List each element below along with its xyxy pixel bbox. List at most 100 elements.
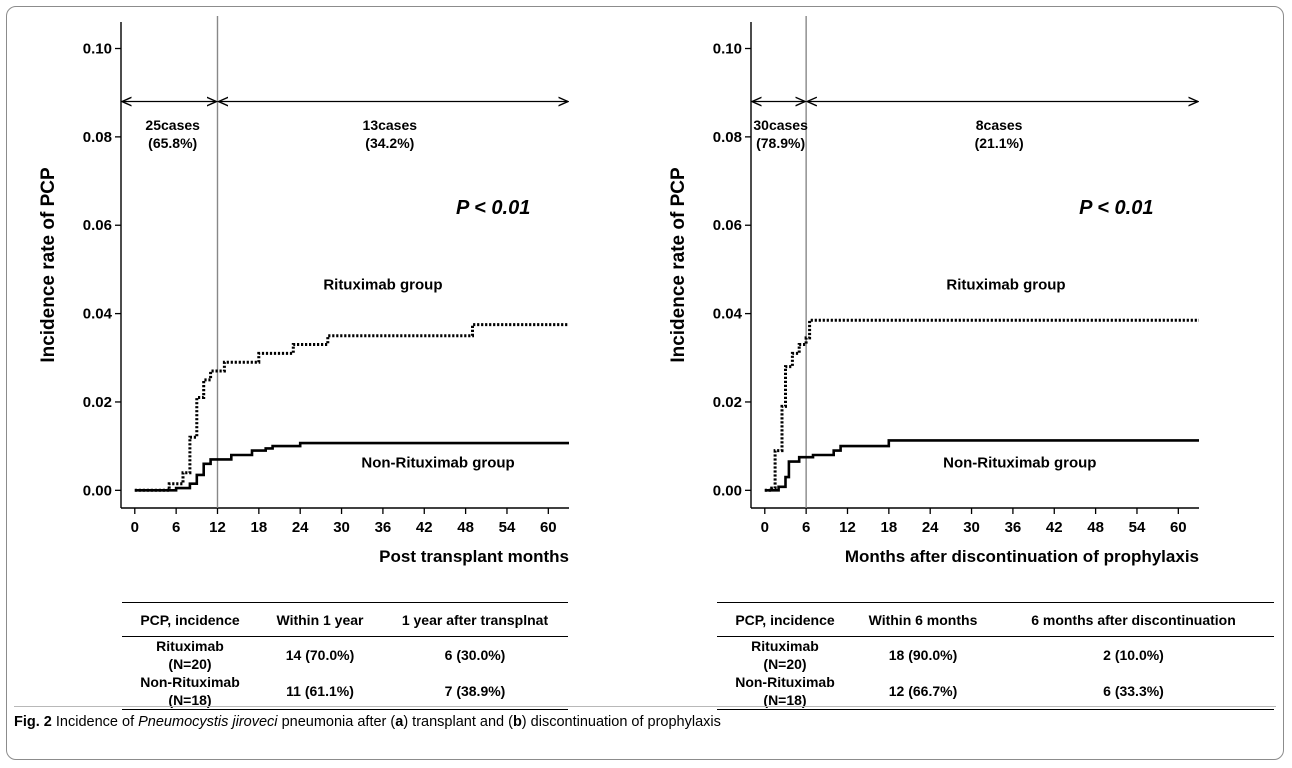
row-label-line1: Rituximab (156, 638, 224, 654)
caption-italic-term: Pneumocystis jiroveci (138, 714, 278, 730)
table-cell: 18 (90.0%) (888, 647, 958, 663)
caption-fig-label: Fig. 2 (14, 714, 52, 730)
x-tick-label: 0 (761, 519, 769, 536)
y-tick-label: 0.06 (83, 217, 112, 234)
left-pct-label: (65.8%) (148, 135, 197, 151)
right-pct-label: (34.2%) (365, 135, 414, 151)
left-cases-label: 25cases (145, 117, 200, 133)
x-tick-label: 48 (1087, 519, 1104, 536)
table-row: Rituximab (N=20) 14 (70.0%) 6 (30.0%) (122, 637, 568, 674)
x-tick-label: 54 (1129, 519, 1146, 536)
rituximab-group-label: Rituximab group (946, 276, 1065, 293)
right-cases-label: 8cases (976, 117, 1023, 133)
chart-b: 0.00 0.02 0.04 0.06 0.08 0.10 0 6 12 18 24 30 36 42 48… (668, 16, 1276, 566)
caption-text: pneumonia after ( (277, 714, 396, 730)
non-rituximab-group-label: Non-Rituximab group (943, 454, 1096, 471)
row-label-line2: (N=20) (763, 656, 807, 672)
y-axis-label: Incidence rate of PCP (38, 167, 59, 363)
x-tick-label: 42 (1046, 519, 1063, 536)
table-header-cell: PCP, incidence (140, 611, 240, 628)
row-label: Rituximab (N=20) (717, 637, 853, 674)
x-tick-label: 48 (457, 519, 474, 536)
y-tick-label: 0.10 (713, 41, 742, 58)
table-cell: 11 (61.1%) (286, 683, 354, 699)
non-rituximab-group-label: Non-Rituximab group (361, 454, 514, 471)
rituximab-group-label: Rituximab group (323, 276, 442, 293)
row-label-line1: Non-Rituximab (140, 674, 240, 690)
p-value-label: P < 0.01 (456, 197, 530, 219)
table-header-row: PCP, incidence Within 1 year 1 year afte… (122, 602, 568, 637)
row-label: Non-Rituximab (N=18) (122, 673, 258, 710)
table-cell: 7 (38.9%) (444, 683, 506, 699)
x-tick-label: 42 (416, 519, 433, 536)
left-cases-label: 30cases (753, 117, 808, 133)
x-tick-label: 18 (881, 519, 898, 536)
series-line-rituximab (764, 318, 1199, 492)
table-header-row: PCP, incidence Within 6 months 6 months … (717, 602, 1274, 637)
x-tick-label: 60 (540, 519, 557, 536)
x-tick-label: 36 (1005, 519, 1022, 536)
x-tick-label: 12 (209, 519, 226, 536)
caption-panel-b: b (512, 714, 522, 730)
row-label-line2: (N=20) (168, 656, 212, 672)
y-tick-label: 0.08 (83, 129, 112, 146)
y-tick-label: 0.04 (83, 306, 113, 323)
table-a: PCP, incidence Within 1 year 1 year afte… (122, 602, 568, 710)
x-tick-label: 6 (172, 519, 180, 536)
table-cell: 6 (33.3%) (1103, 683, 1164, 699)
table-cell: 2 (10.0%) (1103, 647, 1164, 663)
row-label-line2: (N=18) (168, 692, 212, 708)
x-tick-label: 54 (499, 519, 516, 536)
table-row: Non-Rituximab (N=18) 11 (61.1%) 7 (38.9%) (122, 673, 568, 710)
y-tick-label: 0.04 (713, 306, 743, 323)
x-tick-label: 18 (251, 519, 268, 536)
table-cell: 12 (66.7%) (888, 683, 958, 699)
table-header-cell: 1 year after transplnat (401, 611, 549, 628)
x-tick-label: 0 (131, 519, 139, 536)
row-label-line1: Rituximab (751, 638, 819, 654)
series-line-rituximab (134, 323, 569, 492)
x-tick-label: 60 (1170, 519, 1187, 536)
table-cell: 6 (30.0%) (444, 647, 506, 663)
x-tick-label: 36 (375, 519, 392, 536)
x-tick-label: 30 (963, 519, 980, 536)
caption-panel-a: a (395, 714, 404, 730)
row-label-line1: Non-Rituximab (735, 674, 835, 690)
caption-text: ) transplant and ( (403, 714, 513, 730)
right-pct-label: (21.1%) (975, 135, 1024, 151)
table-header-cell: PCP, incidence (735, 611, 835, 628)
y-tick-label: 0.02 (713, 394, 742, 411)
table-row: Rituximab (N=20) 18 (90.0%) 2 (10.0%) (717, 637, 1274, 674)
table-header-cell: 6 months after discontinuation (1031, 611, 1236, 628)
chart-a: 0.00 0.02 0.04 0.06 0.08 0.10 0 6 12 18 24 30 36 42 48… (38, 16, 646, 566)
table-cell: 14 (70.0%) (285, 647, 355, 663)
y-tick-label: 0.06 (713, 217, 742, 234)
row-label-line2: (N=18) (763, 692, 807, 708)
figure-caption: Fig. 2 Incidence of Pneumocystis jirovec… (14, 706, 1276, 730)
left-pct-label: (78.9%) (756, 135, 805, 151)
y-tick-label: 0.00 (713, 482, 742, 499)
p-value-label: P < 0.01 (1079, 197, 1153, 219)
x-tick-label: 24 (922, 519, 939, 536)
figure-frame (6, 6, 1284, 760)
series-line-non-rituximab (764, 439, 1199, 492)
table-b: PCP, incidence Within 6 months 6 months … (717, 602, 1274, 710)
x-tick-label: 24 (292, 519, 309, 536)
x-axis-label: Post transplant months (379, 547, 569, 566)
caption-text: ) discontinuation of prophylaxis (521, 714, 721, 730)
right-cases-label: 13cases (363, 117, 418, 133)
x-tick-label: 12 (839, 519, 856, 536)
table-header-cell: Within 6 months (868, 611, 978, 628)
table-header-cell: Within 1 year (276, 611, 364, 628)
row-label: Non-Rituximab (N=18) (717, 673, 853, 710)
series-line-non-rituximab (134, 441, 569, 492)
y-axis-label: Incidence rate of PCP (668, 167, 689, 363)
table-row: Non-Rituximab (N=18) 12 (66.7%) 6 (33.3%) (717, 673, 1274, 710)
x-tick-label: 30 (333, 519, 350, 536)
caption-text: Incidence of (51, 714, 139, 730)
y-tick-label: 0.00 (83, 482, 112, 499)
row-label: Rituximab (N=20) (122, 637, 258, 674)
x-tick-label: 6 (802, 519, 810, 536)
y-tick-label: 0.02 (83, 394, 112, 411)
x-axis-label: Months after discontinuation of prophyla… (845, 547, 1199, 566)
